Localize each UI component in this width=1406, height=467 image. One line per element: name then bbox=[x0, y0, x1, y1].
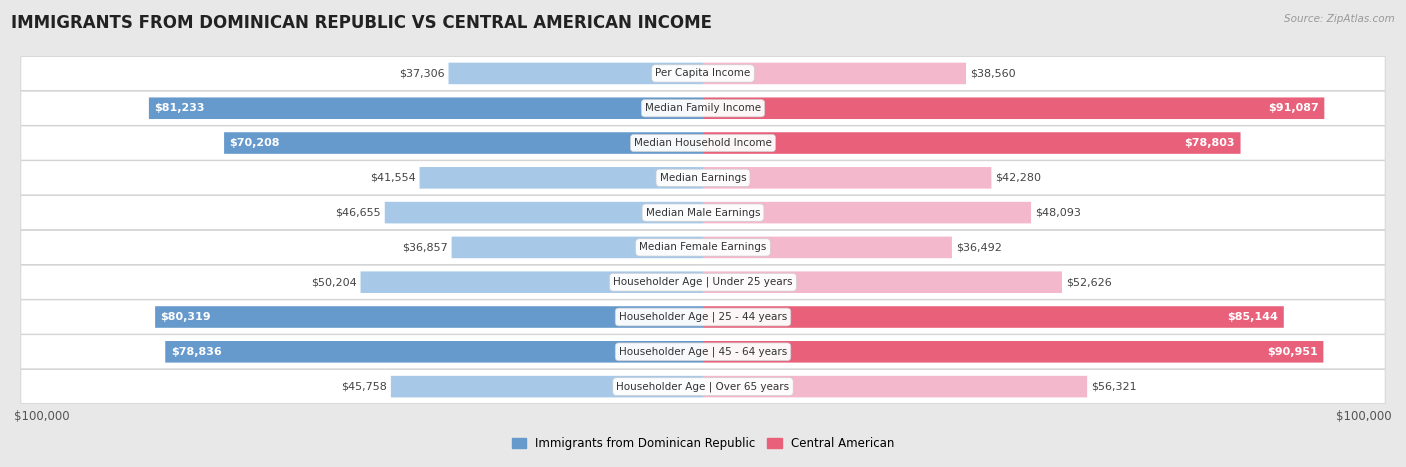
FancyBboxPatch shape bbox=[21, 161, 1385, 195]
Text: $81,233: $81,233 bbox=[155, 103, 205, 113]
Text: Median Earnings: Median Earnings bbox=[659, 173, 747, 183]
Text: Median Household Income: Median Household Income bbox=[634, 138, 772, 148]
Text: $36,857: $36,857 bbox=[402, 242, 447, 253]
Text: $41,554: $41,554 bbox=[370, 173, 415, 183]
Text: Per Capita Income: Per Capita Income bbox=[655, 69, 751, 78]
FancyBboxPatch shape bbox=[703, 63, 966, 84]
FancyBboxPatch shape bbox=[360, 271, 703, 293]
Text: $56,321: $56,321 bbox=[1091, 382, 1137, 392]
FancyBboxPatch shape bbox=[703, 341, 1323, 362]
Text: $85,144: $85,144 bbox=[1227, 312, 1278, 322]
Legend: Immigrants from Dominican Republic, Central American: Immigrants from Dominican Republic, Cent… bbox=[508, 432, 898, 455]
Text: Householder Age | 25 - 44 years: Householder Age | 25 - 44 years bbox=[619, 312, 787, 322]
Text: Source: ZipAtlas.com: Source: ZipAtlas.com bbox=[1284, 14, 1395, 24]
Text: $46,655: $46,655 bbox=[335, 208, 381, 218]
FancyBboxPatch shape bbox=[703, 202, 1031, 223]
Text: $100,000: $100,000 bbox=[14, 410, 70, 423]
FancyBboxPatch shape bbox=[703, 376, 1087, 397]
FancyBboxPatch shape bbox=[21, 369, 1385, 403]
Text: Median Male Earnings: Median Male Earnings bbox=[645, 208, 761, 218]
FancyBboxPatch shape bbox=[21, 57, 1385, 91]
Text: $100,000: $100,000 bbox=[1336, 410, 1392, 423]
FancyBboxPatch shape bbox=[703, 132, 1240, 154]
FancyBboxPatch shape bbox=[21, 265, 1385, 299]
FancyBboxPatch shape bbox=[419, 167, 703, 189]
Text: $36,492: $36,492 bbox=[956, 242, 1002, 253]
Text: $52,626: $52,626 bbox=[1066, 277, 1112, 287]
FancyBboxPatch shape bbox=[703, 271, 1062, 293]
FancyBboxPatch shape bbox=[703, 167, 991, 189]
FancyBboxPatch shape bbox=[155, 306, 703, 328]
Text: $80,319: $80,319 bbox=[160, 312, 211, 322]
FancyBboxPatch shape bbox=[391, 376, 703, 397]
Text: Median Female Earnings: Median Female Earnings bbox=[640, 242, 766, 253]
FancyBboxPatch shape bbox=[21, 335, 1385, 369]
FancyBboxPatch shape bbox=[21, 196, 1385, 230]
Text: IMMIGRANTS FROM DOMINICAN REPUBLIC VS CENTRAL AMERICAN INCOME: IMMIGRANTS FROM DOMINICAN REPUBLIC VS CE… bbox=[11, 14, 713, 32]
FancyBboxPatch shape bbox=[224, 132, 703, 154]
FancyBboxPatch shape bbox=[21, 91, 1385, 125]
Text: $78,803: $78,803 bbox=[1185, 138, 1234, 148]
Text: $90,951: $90,951 bbox=[1267, 347, 1317, 357]
Text: $70,208: $70,208 bbox=[229, 138, 280, 148]
Text: Median Family Income: Median Family Income bbox=[645, 103, 761, 113]
Text: Householder Age | Under 25 years: Householder Age | Under 25 years bbox=[613, 277, 793, 288]
FancyBboxPatch shape bbox=[149, 98, 703, 119]
Text: $45,758: $45,758 bbox=[340, 382, 387, 392]
FancyBboxPatch shape bbox=[449, 63, 703, 84]
FancyBboxPatch shape bbox=[451, 237, 703, 258]
Text: $42,280: $42,280 bbox=[995, 173, 1042, 183]
Text: $78,836: $78,836 bbox=[170, 347, 222, 357]
FancyBboxPatch shape bbox=[21, 230, 1385, 264]
Text: $37,306: $37,306 bbox=[399, 69, 444, 78]
FancyBboxPatch shape bbox=[703, 306, 1284, 328]
Text: $38,560: $38,560 bbox=[970, 69, 1015, 78]
Text: Householder Age | 45 - 64 years: Householder Age | 45 - 64 years bbox=[619, 347, 787, 357]
FancyBboxPatch shape bbox=[703, 237, 952, 258]
FancyBboxPatch shape bbox=[385, 202, 703, 223]
FancyBboxPatch shape bbox=[703, 98, 1324, 119]
Text: $91,087: $91,087 bbox=[1268, 103, 1319, 113]
Text: $48,093: $48,093 bbox=[1035, 208, 1081, 218]
FancyBboxPatch shape bbox=[21, 300, 1385, 334]
FancyBboxPatch shape bbox=[166, 341, 703, 362]
FancyBboxPatch shape bbox=[21, 126, 1385, 160]
Text: Householder Age | Over 65 years: Householder Age | Over 65 years bbox=[616, 382, 790, 392]
Text: $50,204: $50,204 bbox=[311, 277, 357, 287]
